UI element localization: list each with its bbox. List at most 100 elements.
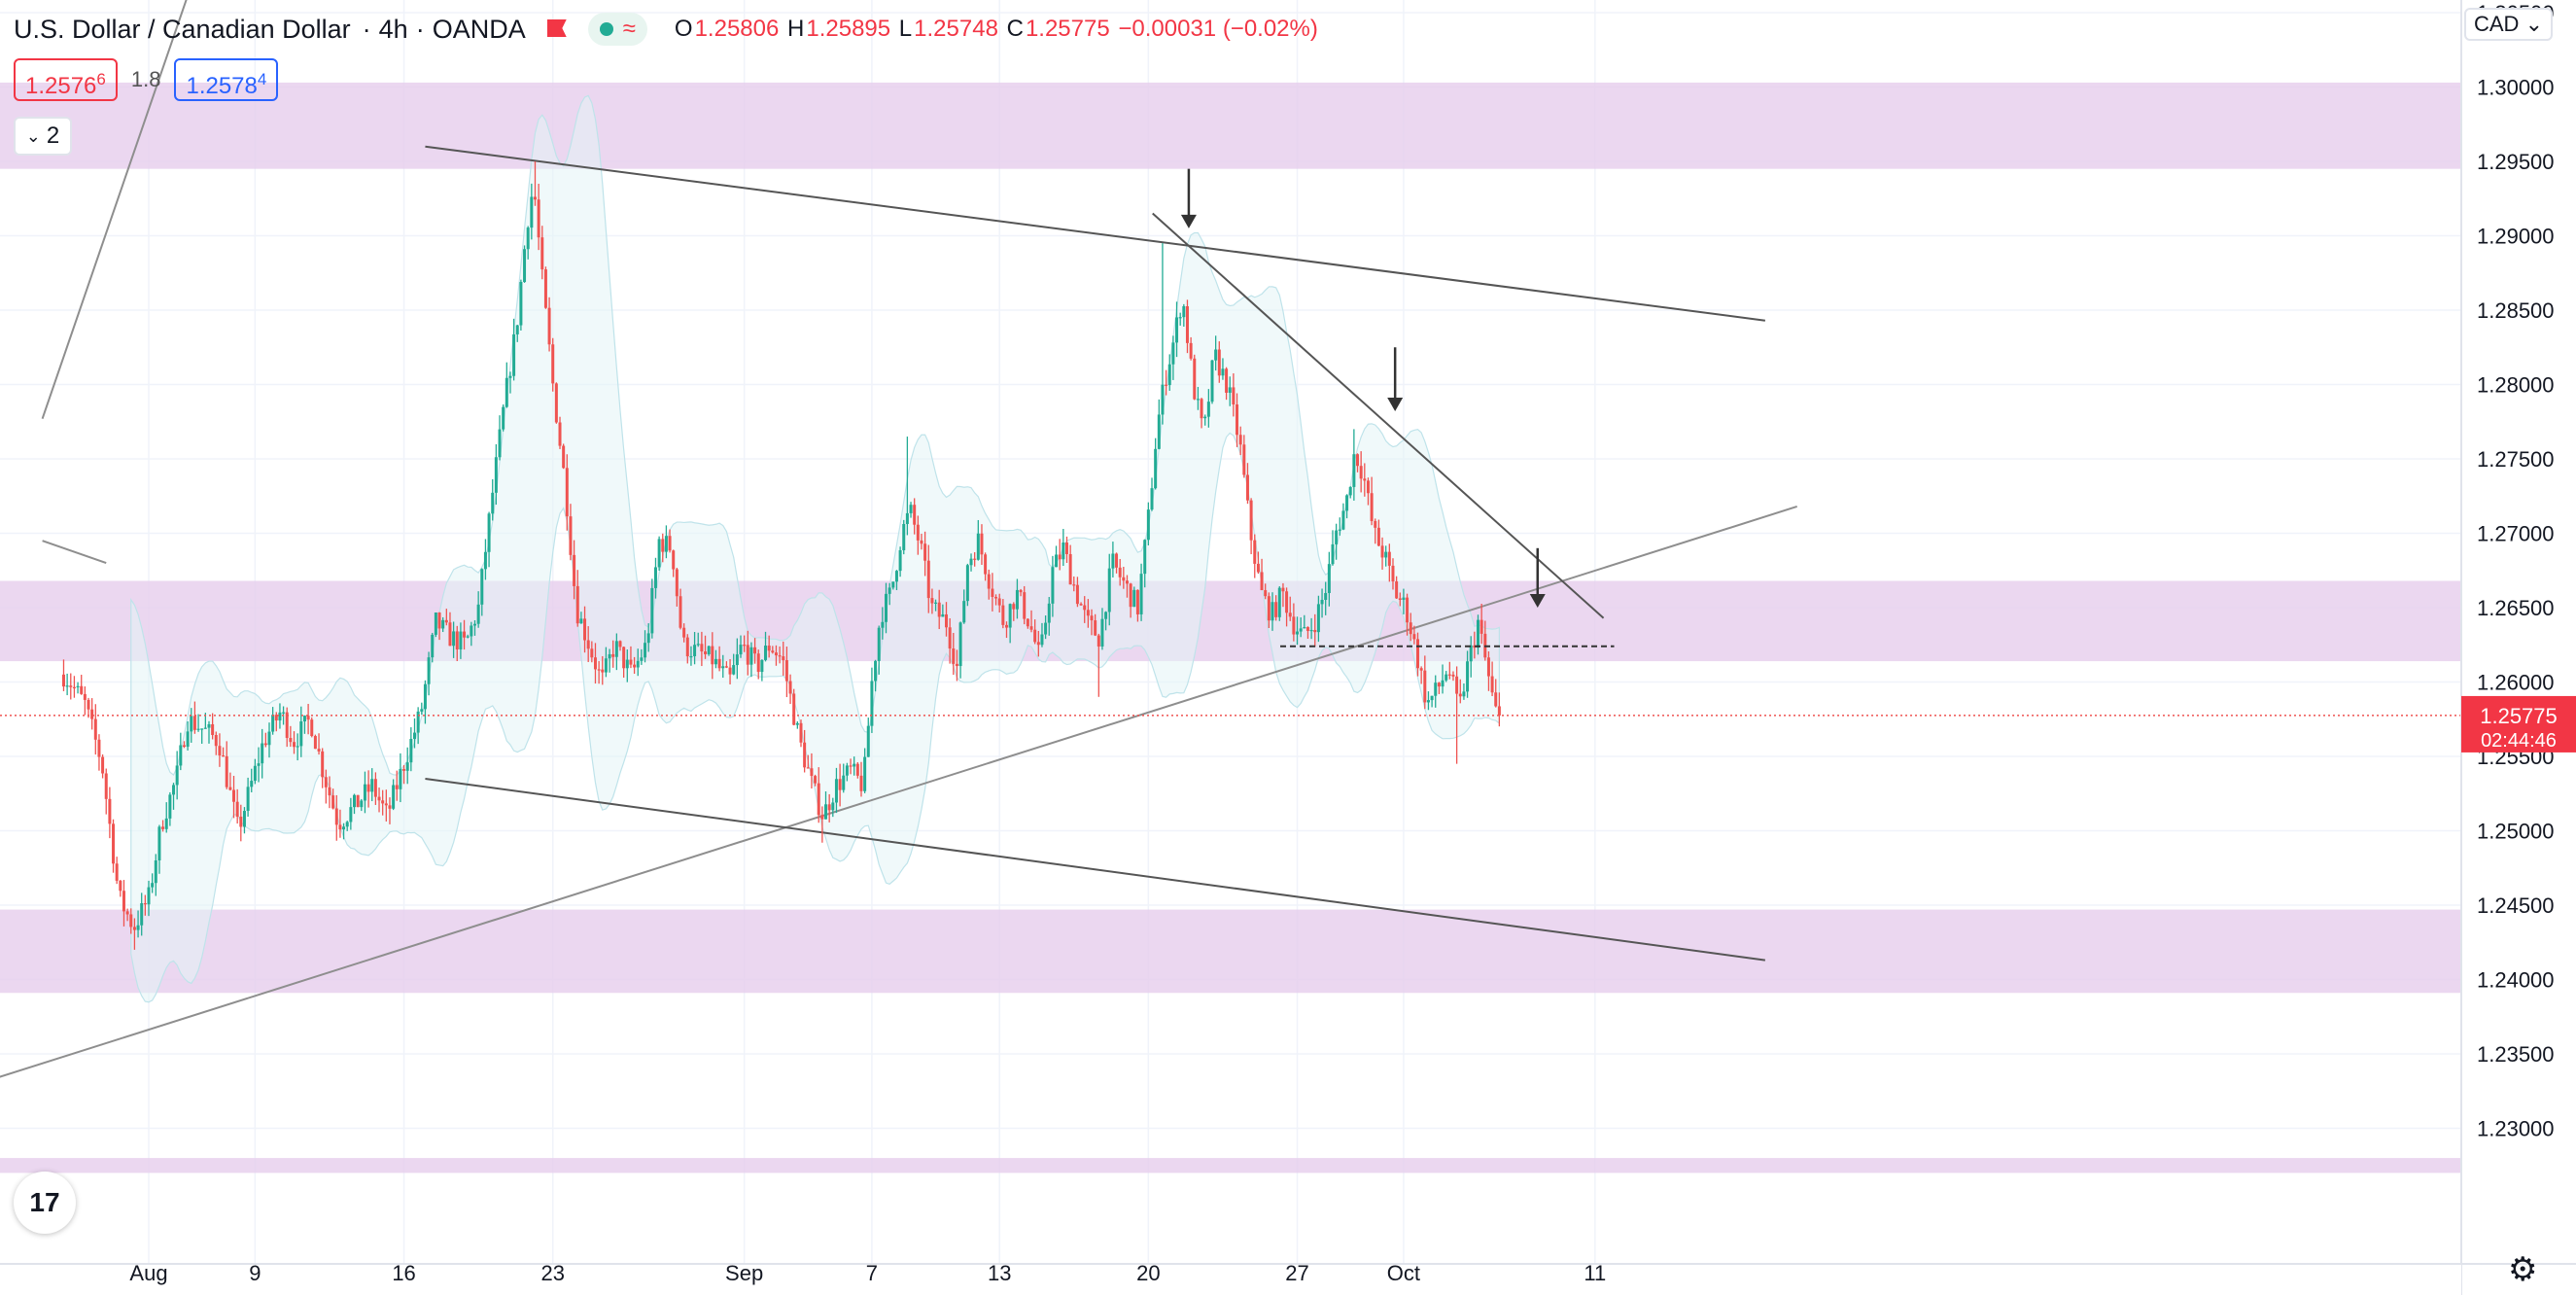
candle-body (296, 746, 299, 748)
candle (1051, 555, 1055, 617)
candle-body (452, 631, 456, 647)
wave-icon: ≈ (622, 16, 636, 42)
candle-body (161, 826, 165, 829)
candle (824, 791, 828, 820)
candle-body (1015, 589, 1019, 610)
chevron-down-icon: ⌄ (25, 125, 41, 146)
candle-body (685, 637, 689, 657)
candle (714, 649, 717, 669)
candle (97, 734, 101, 771)
candle (76, 682, 80, 694)
candle-body (108, 798, 112, 824)
candle (1242, 435, 1246, 478)
candle-body (997, 598, 1001, 606)
candle (1047, 597, 1051, 636)
candle (218, 733, 222, 767)
candle-body (1075, 584, 1079, 605)
candle (363, 771, 366, 814)
candle-body (143, 903, 147, 905)
candle-body (271, 715, 275, 732)
candle-body (586, 640, 590, 649)
symbol-title[interactable]: U.S. Dollar / Canadian Dollar (14, 14, 351, 44)
candle (842, 763, 846, 793)
candle (1398, 592, 1402, 607)
candle-body (1055, 554, 1059, 568)
candle (1111, 542, 1115, 578)
candle (1064, 536, 1068, 564)
candle (334, 794, 338, 841)
time-tick-label: 11 (1584, 1261, 1606, 1285)
indicators-toggle-button[interactable]: ⌄ 2 (14, 117, 72, 156)
candle (817, 767, 820, 823)
candle (629, 646, 633, 669)
candle-body (1455, 676, 1459, 694)
candle-body (870, 681, 874, 726)
candle (554, 382, 558, 424)
candle (328, 776, 331, 809)
candle (349, 797, 353, 830)
candle (175, 751, 179, 800)
market-status-pill[interactable]: ≈ (587, 13, 647, 46)
candle (1374, 518, 1377, 544)
sell-button[interactable]: 1.25766 (14, 58, 118, 101)
candle-body (306, 716, 310, 720)
candle-body (597, 669, 601, 671)
candle-body (1490, 676, 1494, 693)
candle-body (1079, 604, 1083, 606)
broker-label[interactable]: OANDA (432, 14, 526, 44)
candle-body (711, 646, 714, 665)
candle-body (749, 647, 753, 665)
candle-body (480, 569, 484, 605)
candle-body (239, 816, 243, 827)
candle-body (1253, 540, 1257, 564)
interval-label[interactable]: 4h (378, 14, 408, 44)
settings-icon[interactable]: ⚙ (2508, 1251, 2538, 1288)
candle-body (866, 725, 870, 757)
candle-body (965, 565, 969, 602)
candle (463, 619, 467, 650)
candle-body (735, 654, 739, 666)
candle-body (370, 779, 374, 792)
candle (338, 809, 342, 838)
candle (682, 623, 686, 643)
candle (1391, 558, 1395, 590)
candle-body (569, 516, 573, 555)
candle-body (1477, 619, 1479, 648)
candle-body (1260, 572, 1264, 591)
candle-body (190, 716, 193, 732)
candle-body (381, 800, 385, 804)
candle-body (1238, 435, 1242, 445)
candle-body (409, 739, 413, 763)
candle (1477, 614, 1479, 655)
candle-body (1125, 580, 1129, 584)
candle-body (222, 755, 226, 757)
candle-body (1036, 642, 1040, 646)
candle (1285, 587, 1289, 627)
candle-body (611, 653, 615, 657)
candle-body (1303, 627, 1306, 629)
candle-body (154, 859, 157, 884)
candle-body (1423, 670, 1427, 703)
candle-body (1292, 616, 1296, 635)
candle-body (934, 602, 938, 604)
candle-body (328, 787, 331, 796)
candle (313, 734, 317, 750)
candle-body (1416, 639, 1420, 669)
candle (1044, 615, 1048, 640)
buy-button[interactable]: 1.25784 (174, 58, 279, 101)
candle-body (1245, 474, 1249, 501)
currency-selector[interactable]: CAD ⌄ (2464, 8, 2553, 41)
candle (1345, 494, 1349, 519)
candle (664, 525, 668, 559)
candle-body (1146, 509, 1150, 541)
candle-body (704, 651, 708, 654)
candle (112, 819, 116, 873)
candle (540, 226, 544, 280)
tradingview-logo-icon[interactable]: 17 (14, 1172, 76, 1234)
flag-icon[interactable] (547, 18, 569, 40)
candle-body (491, 492, 495, 514)
candle (1320, 588, 1324, 618)
candle-body (502, 406, 505, 430)
candle-body (476, 604, 480, 624)
